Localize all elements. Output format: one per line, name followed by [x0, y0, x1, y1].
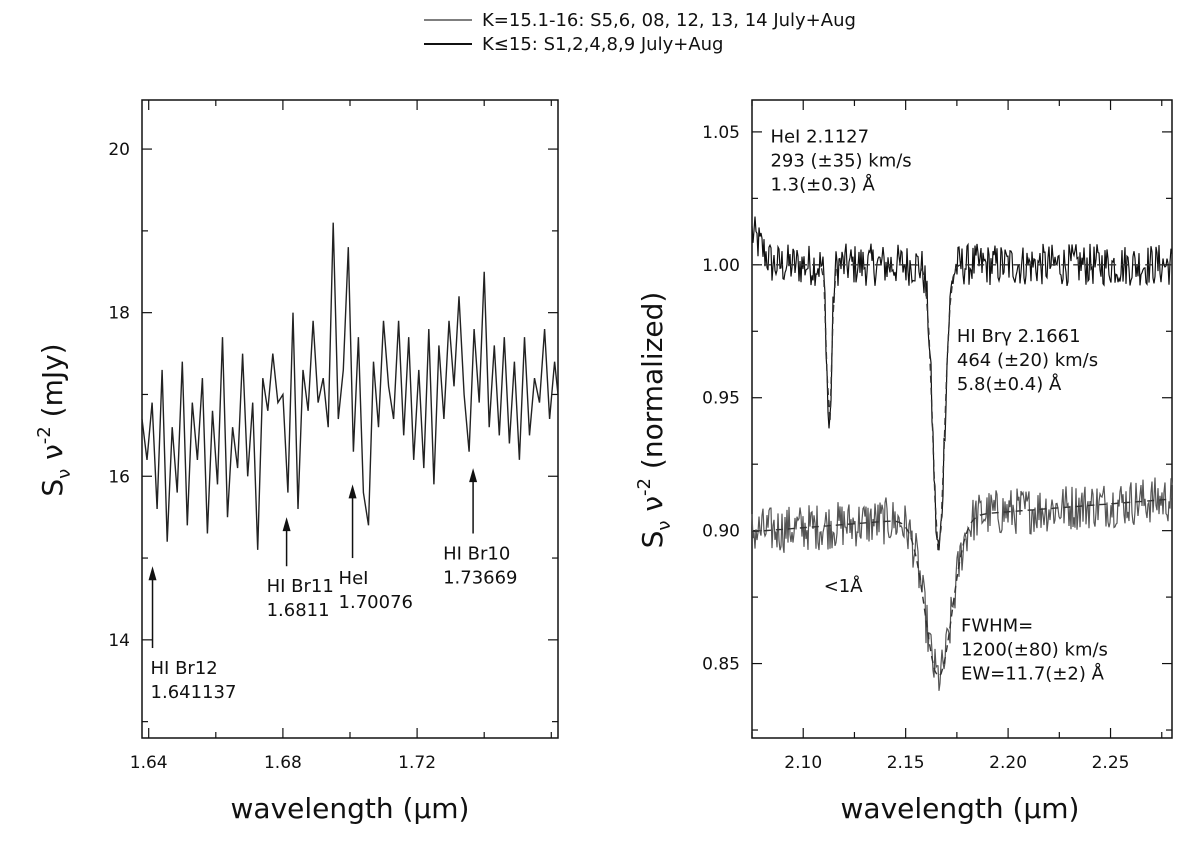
left-y-tick-label: 18 [108, 304, 130, 324]
left-arrow-head [469, 468, 478, 483]
right-annotation-text: FWHM= [961, 616, 1033, 637]
right-fit-faint [751, 498, 1173, 678]
right-panel: 2.10 2.15 2.20 2.25 0.85 0.90 0.95 1.00 1.05 HeI… [634, 99, 1173, 825]
left-annotations: HI Br12 1.641137 HI Br11 1.6811 HeI 1.70076 HI… [148, 468, 518, 703]
left-series [141, 222, 559, 550]
right-x-tick-label: 2.15 [887, 753, 925, 773]
left-y-label-unit: (mJy) [36, 343, 69, 426]
left-x-tick-label: 1.64 [130, 753, 168, 773]
right-y-label-sup: -2 [634, 478, 655, 496]
right-annotation-text: 1.3(±0.3) Å [770, 174, 875, 196]
right-y-axis-label: Sν ν-2 (normalized) [634, 292, 675, 549]
right-y-label-unit: (normalized) [636, 292, 669, 478]
right-annotations: HeI 2.1127 293 (±35) km/s1.3(±0.3) Å HI Br… [770, 127, 1108, 685]
right-x-tick-label: 2.25 [1092, 753, 1130, 773]
left-x-axis-label: wavelength (μm) [231, 792, 470, 825]
left-x-tick-label: 1.72 [398, 753, 436, 773]
right-x-tick-label: 2.20 [989, 753, 1027, 773]
right-annotation-text: HI Brγ 2.1661 [957, 326, 1081, 347]
left-arrow-head [348, 484, 357, 499]
right-annotation-text: EW=11.7(±2) Å [961, 663, 1105, 685]
left-y-tick-label: 16 [108, 467, 130, 487]
left-annotation-text: HeI [339, 568, 369, 589]
right-fit-bright [752, 264, 1172, 551]
left-tick-labels: 1.64 1.68 1.72 14 16 18 20 [108, 140, 436, 773]
right-annotation-text: HeI 2.1127 [770, 127, 869, 148]
right-plot-frame [751, 99, 1173, 739]
right-series [751, 216, 1173, 691]
right-y-tick-label: 0.85 [702, 655, 740, 675]
right-spectrum-faint [751, 477, 1173, 691]
legend-label-1: K=15.1-16: S5,6, 08, 12, 13, 14 July+Aug [482, 10, 856, 31]
right-spectrum-bright [751, 216, 1173, 551]
right-y-tick-label: 1.00 [702, 256, 740, 276]
right-x-tick-label: 2.10 [784, 753, 822, 773]
right-y-label-main: S [636, 531, 669, 549]
left-y-tick-label: 14 [108, 631, 130, 651]
left-y-label-mid: ν [36, 444, 69, 469]
right-y-label-sub: ν [654, 521, 675, 531]
right-y-tick-label: 1.05 [702, 123, 740, 143]
legend: K=15.1-16: S5,6, 08, 12, 13, 14 July+Aug… [424, 10, 856, 55]
left-arrow-head [148, 566, 157, 581]
left-annotation-text: 1.70076 [339, 592, 413, 613]
left-arrow-head [282, 517, 291, 532]
left-annotation-text: HI Br12 [151, 658, 218, 679]
left-y-label-sub: ν [54, 469, 75, 479]
right-y-label-mid: ν [636, 496, 669, 521]
left-y-tick-label: 20 [108, 140, 130, 160]
left-y-label-main: S [36, 479, 69, 497]
right-x-axis-label: wavelength (μm) [841, 792, 1080, 825]
left-annotation-text: 1.6811 [267, 600, 330, 621]
left-annotation-text: 1.641137 [151, 682, 237, 703]
left-y-label-sup: -2 [34, 426, 55, 444]
left-y-axis-label: Sν ν-2 (mJy) [34, 343, 75, 496]
left-x-tick-label: 1.68 [264, 753, 302, 773]
right-y-tick-label: 0.95 [702, 389, 740, 409]
right-y-tick-label: 0.90 [702, 522, 740, 542]
right-annotation-text: 464 (±20) km/s [957, 350, 1098, 371]
left-annotation-text: HI Br11 [267, 576, 334, 597]
left-ticks [142, 100, 558, 738]
legend-label-2: K≤15: S1,2,4,8,9 July+Aug [482, 34, 723, 55]
right-annotation-text: 1200(±80) km/s [961, 640, 1108, 661]
right-annotation-text: 5.8(±0.4) Å [957, 373, 1062, 395]
right-tick-labels: 2.10 2.15 2.20 2.25 0.85 0.90 0.95 1.00 1.05 [702, 123, 1129, 773]
left-annotation-text: 1.73669 [443, 568, 517, 589]
left-annotation-text: HI Br10 [443, 544, 510, 565]
right-annotation-text: <1Å [824, 575, 864, 597]
left-spectrum-line [141, 222, 559, 550]
right-annotation-text: 293 (±35) km/s [770, 151, 911, 172]
